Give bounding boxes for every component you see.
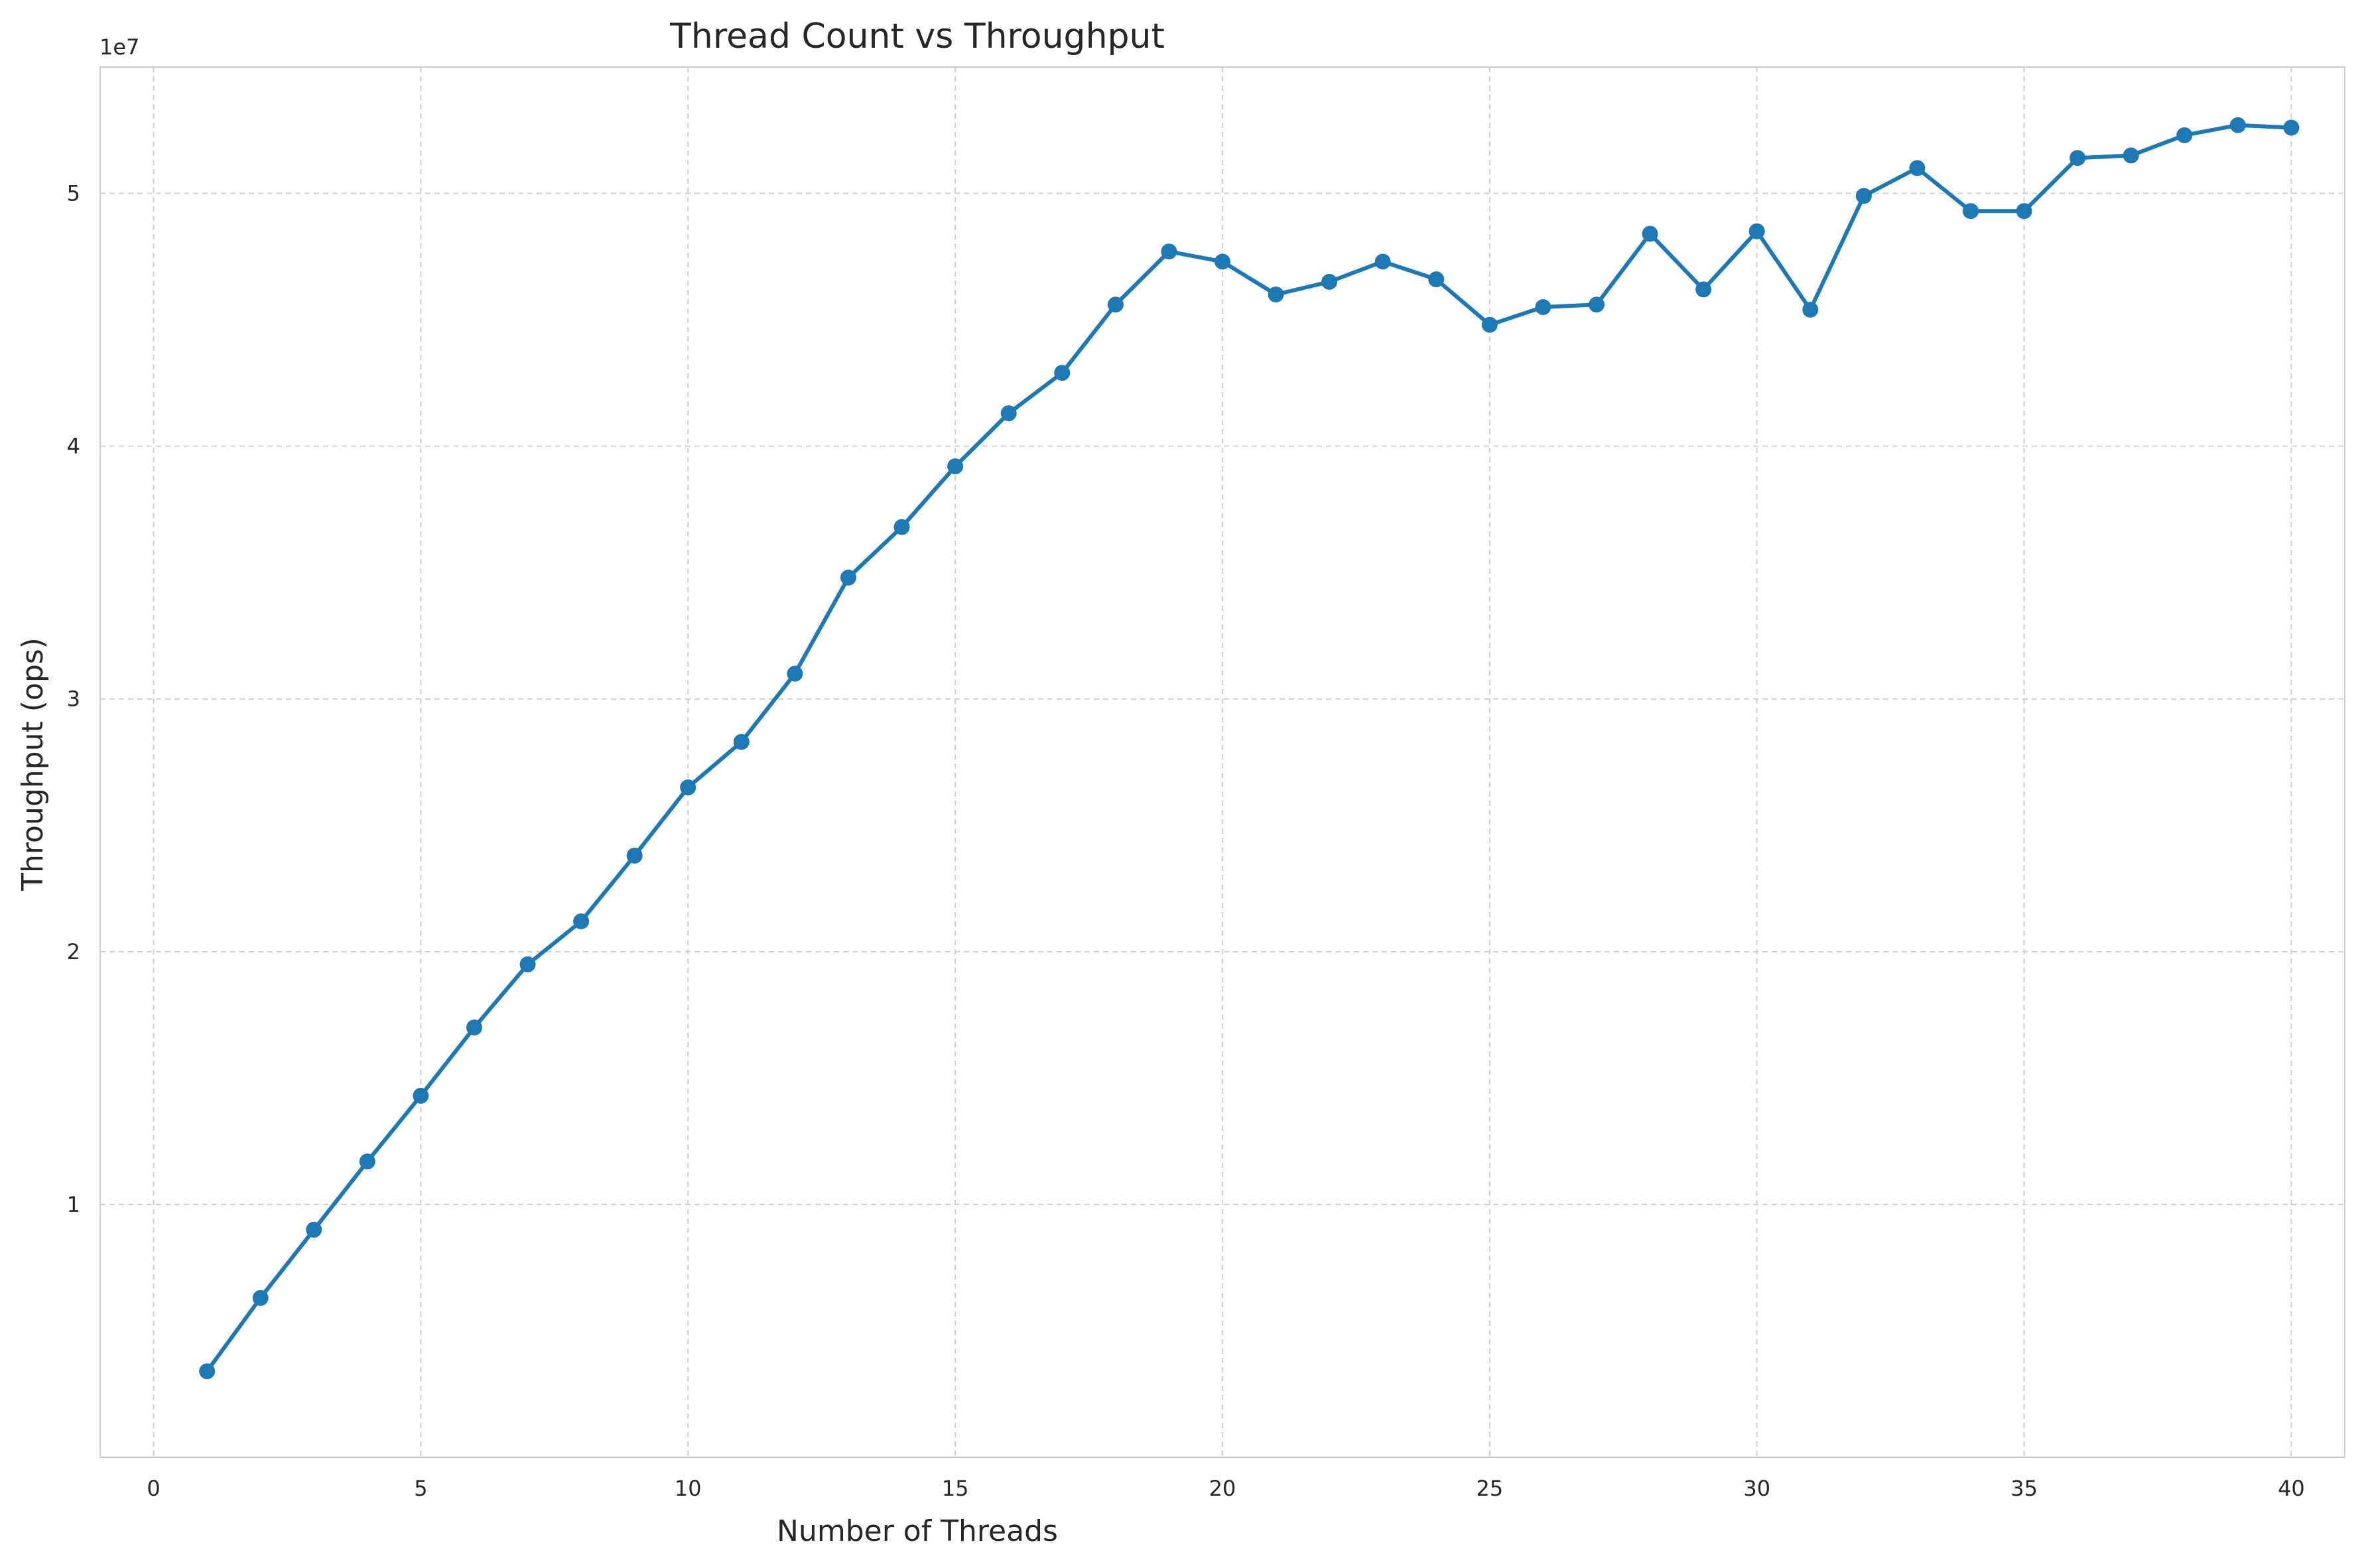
data-point <box>413 1088 429 1104</box>
data-point <box>466 1019 482 1036</box>
x-tick-label: 25 <box>1476 1476 1503 1501</box>
y-tick-label: 5 <box>67 181 80 206</box>
data-point <box>733 734 750 750</box>
data-point <box>1000 405 1017 422</box>
data-point <box>2016 203 2032 220</box>
data-point <box>359 1153 375 1170</box>
data-point <box>1802 301 1819 318</box>
data-point <box>1748 223 1765 239</box>
y-tick-label: 1 <box>67 1192 80 1217</box>
chart-title: Thread Count vs Throughput <box>669 17 1165 56</box>
data-point <box>1215 253 1230 270</box>
y-tick-label: 4 <box>67 434 80 459</box>
x-tick-label: 30 <box>1743 1476 1770 1501</box>
x-tick-label: 15 <box>942 1476 969 1501</box>
series-line <box>205 123 2294 1374</box>
data-point <box>1589 296 1605 313</box>
data-point <box>840 569 856 586</box>
data-point <box>787 665 803 682</box>
x-axis-label: Number of Threads <box>777 1514 1058 1548</box>
y-tick-label: 2 <box>67 939 80 964</box>
data-point <box>2229 117 2246 133</box>
data-point <box>1963 203 1979 220</box>
x-tick-label: 35 <box>2010 1476 2038 1501</box>
data-point <box>680 779 696 796</box>
series-layer <box>199 117 2300 1380</box>
grid-lines <box>100 67 2345 1457</box>
data-point <box>1909 160 1926 176</box>
data-point <box>1855 188 1872 204</box>
data-point <box>573 913 590 930</box>
data-point <box>1642 226 1658 242</box>
data-point <box>1268 286 1284 302</box>
y-tick-label: 3 <box>67 686 80 712</box>
data-point <box>1535 299 1551 316</box>
data-point <box>1107 296 1124 313</box>
data-point <box>252 1289 269 1306</box>
data-point <box>1374 253 1391 270</box>
x-tick-label: 0 <box>147 1476 160 1501</box>
data-point <box>2176 127 2193 143</box>
data-point <box>2123 147 2139 164</box>
data-point <box>1481 316 1498 333</box>
data-point <box>947 458 964 475</box>
data-point <box>1054 365 1071 381</box>
data-point <box>199 1363 216 1380</box>
data-point <box>2069 150 2086 166</box>
data-point <box>1428 271 1445 288</box>
data-point <box>306 1222 322 1238</box>
data-point <box>626 848 643 864</box>
y-axis-label: Throughput (ops) <box>16 637 50 891</box>
data-point <box>519 956 536 972</box>
tick-labels: 0 5 10 15 20 25 30 35 40 1 2 3 4 5 <box>67 181 2305 1501</box>
data-point <box>1321 273 1338 290</box>
x-tick-label: 40 <box>2278 1476 2305 1501</box>
x-tick-label: 5 <box>414 1476 427 1501</box>
x-tick-label: 20 <box>1209 1476 1236 1501</box>
data-point <box>1695 281 1712 298</box>
y-axis-offset-label: 1e7 <box>99 34 139 60</box>
data-point <box>2283 119 2300 136</box>
plot-area-frame <box>99 66 2345 1458</box>
data-point <box>893 519 910 535</box>
x-tick-label: 10 <box>675 1476 702 1501</box>
data-point <box>1161 243 1177 260</box>
